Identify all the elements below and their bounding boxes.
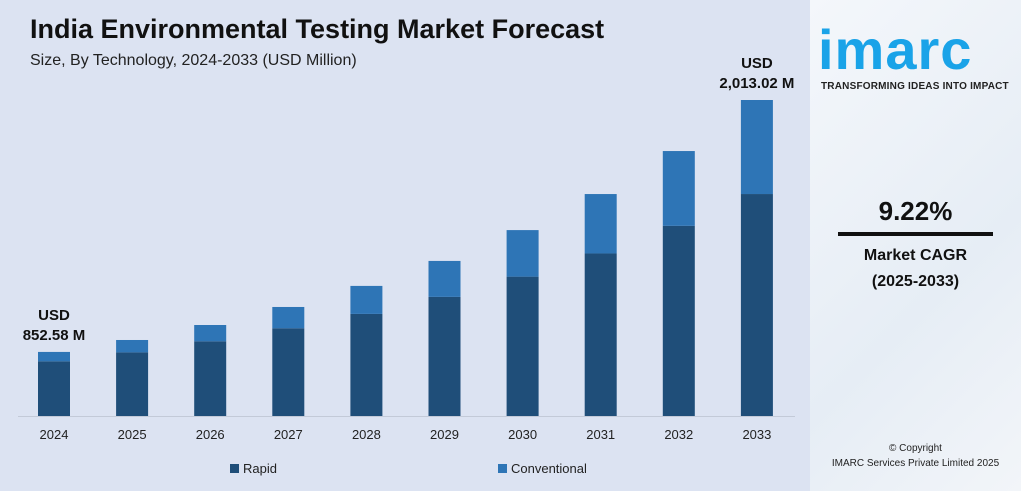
x-tick-label: 2031 [586, 427, 615, 442]
x-tick-label: 2024 [40, 427, 69, 442]
bar-rapid-2031 [584, 253, 617, 416]
chart-title: India Environmental Testing Market Forec… [30, 14, 605, 44]
bar-rapid-2032 [662, 225, 695, 416]
x-tick-label: 2030 [508, 427, 537, 442]
bar-conventional-2026 [194, 325, 227, 342]
bar-conventional-2031 [584, 194, 617, 254]
x-tick-label: 2025 [118, 427, 147, 442]
x-tick-label: 2027 [274, 427, 303, 442]
copyright: © Copyright [889, 443, 942, 454]
bar-conventional-2025 [116, 339, 149, 353]
data-label: USD [38, 307, 70, 324]
bar-rapid-2029 [428, 296, 461, 416]
legend-swatch [498, 464, 507, 473]
bar-conventional-2033 [740, 100, 773, 195]
legend-label: Rapid [243, 461, 277, 476]
logo-tagline: TRANSFORMING IDEAS INTO IMPACT [821, 81, 1009, 92]
bar-conventional-2024 [38, 351, 70, 362]
data-label: USD [741, 55, 773, 72]
cagr-label: Market CAGR [863, 247, 968, 264]
side-panel [810, 0, 1021, 491]
cagr-value: 9.22% [878, 196, 953, 226]
bar-rapid-2025 [116, 352, 149, 416]
x-tick-label: 2029 [430, 427, 459, 442]
legend-label: Conventional [511, 461, 587, 476]
data-label: 2,013.02 M [719, 75, 794, 92]
bar-chart: 2024 USD 852.58 M 2025 2026 2027 2028 2029 2030 2… [18, 55, 795, 442]
legend-item-rapid: Rapid [230, 461, 277, 476]
company-name: IMARC Services Private Limited 2025 [831, 458, 1000, 469]
bar-rapid-2033 [740, 194, 773, 416]
divider [838, 232, 993, 236]
x-tick-label: 2026 [196, 427, 225, 442]
bar-conventional-2028 [350, 285, 383, 314]
bar-conventional-2029 [428, 260, 461, 297]
bar-conventional-2032 [662, 151, 695, 226]
x-tick-label: 2028 [352, 427, 381, 442]
cagr-period: (2025-2033) [871, 273, 960, 290]
x-tick-label: 2032 [664, 427, 693, 442]
x-tick-label: 2033 [742, 427, 771, 442]
bar-conventional-2030 [506, 230, 539, 277]
chart-subtitle: Size, By Technology, 2024-2033 (USD Mill… [30, 52, 357, 69]
legend-swatch [230, 464, 239, 473]
bar-rapid-2030 [506, 276, 539, 416]
bar-rapid-2024 [38, 361, 70, 416]
data-label: 852.58 M [23, 327, 86, 344]
bar-rapid-2027 [272, 328, 305, 416]
bar-rapid-2026 [194, 341, 227, 416]
bar-rapid-2028 [350, 313, 383, 416]
bar-conventional-2027 [272, 306, 305, 329]
legend-item-conventional: Conventional [498, 461, 587, 476]
imarc-logo: imarc [818, 18, 973, 81]
